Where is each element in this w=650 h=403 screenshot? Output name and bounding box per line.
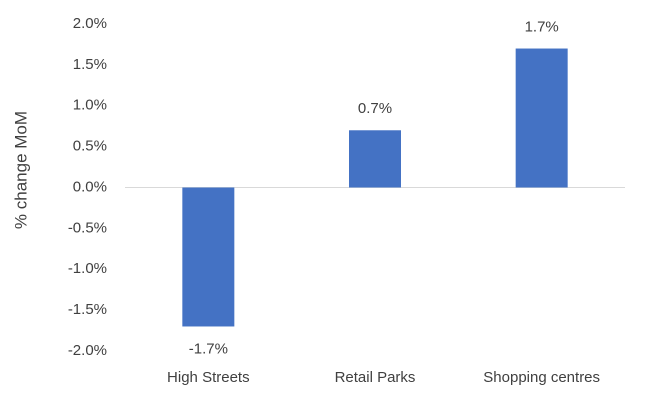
data-label: -1.7% xyxy=(189,340,228,357)
bar xyxy=(349,130,401,188)
y-tick-label: 1.5% xyxy=(73,56,107,73)
bar xyxy=(515,48,568,188)
x-tick-label: High Streets xyxy=(167,369,250,386)
y-tick-label: 1.0% xyxy=(73,97,107,114)
y-axis-label: % change MoM xyxy=(11,111,30,229)
x-tick-label: Shopping centres xyxy=(483,369,600,386)
bar xyxy=(182,187,235,327)
y-tick-label: -0.5% xyxy=(68,219,107,236)
x-tick-label: Retail Parks xyxy=(335,369,416,386)
y-tick-label: 2.0% xyxy=(73,15,107,32)
data-label: 0.7% xyxy=(358,100,392,117)
data-label: 1.7% xyxy=(525,18,559,35)
y-tick-label: -2.0% xyxy=(68,342,107,359)
y-tick-label: 0.5% xyxy=(73,138,107,155)
y-tick-label: -1.0% xyxy=(68,260,107,277)
y-tick-label: -1.5% xyxy=(68,301,107,318)
y-tick-label: 0.0% xyxy=(73,178,107,195)
